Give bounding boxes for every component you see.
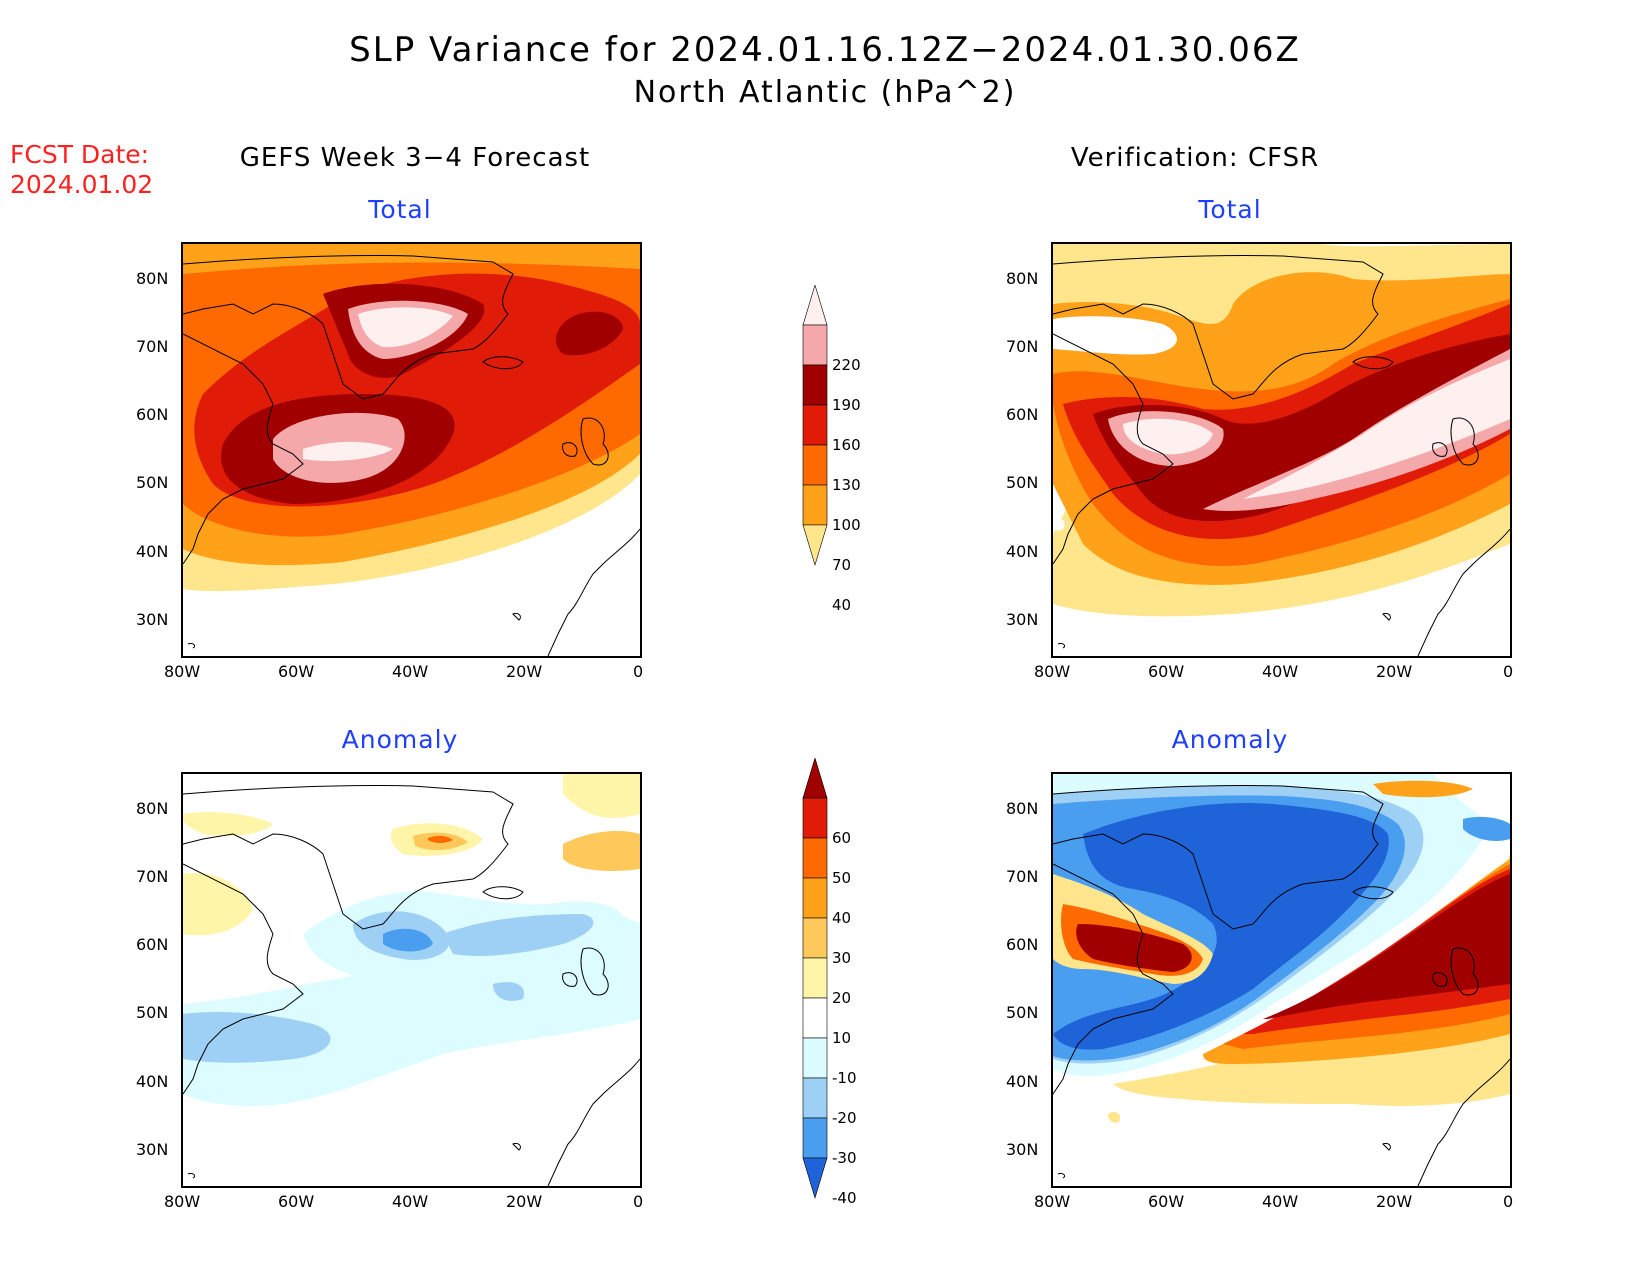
lon-tick-label: 0	[1503, 1192, 1514, 1211]
lat-tick-label: 80N	[136, 799, 169, 818]
map-gefs-total	[181, 242, 642, 658]
lat-tick-label: 40N	[136, 542, 169, 561]
left-column-title: GEFS Week 3−4 Forecast	[239, 143, 591, 173]
colorbar-total	[802, 285, 828, 567]
lat-tick-label: 70N	[136, 337, 169, 356]
colorbar-tick-label: -30	[832, 1149, 857, 1167]
lon-tick-label: 80W	[1034, 1192, 1071, 1211]
map-gefs-anomaly	[181, 772, 642, 1188]
lat-tick-label: 60N	[1006, 405, 1039, 424]
colorbar-tick-label: 10	[832, 1029, 852, 1047]
colorbar-segment	[802, 1037, 828, 1079]
lat-tick-label: 50N	[1006, 1003, 1039, 1022]
lat-tick-label: 50N	[136, 1003, 169, 1022]
lat-tick-label: 30N	[136, 610, 169, 629]
total-right-title: Total	[1198, 195, 1262, 224]
colorbar-segment	[802, 837, 828, 879]
lat-tick-label: 60N	[136, 935, 169, 954]
colorbar-tick-label: 70	[832, 556, 852, 574]
colorbar-tick-label: 160	[832, 436, 861, 454]
colorbar-bottom-triangle	[802, 524, 828, 567]
colorbar-segment	[802, 364, 828, 406]
lon-tick-label: 0	[633, 1192, 644, 1211]
lat-tick-label: 80N	[1006, 269, 1039, 288]
colorbar-tick-label: 220	[832, 356, 861, 374]
colorbar-tick-label: 50	[832, 869, 852, 887]
lon-tick-label: 40W	[1262, 662, 1299, 681]
lon-tick-label: 20W	[506, 1192, 543, 1211]
colorbar-segment	[802, 1117, 828, 1159]
lon-tick-label: 60W	[278, 662, 315, 681]
lon-tick-label: 40W	[392, 1192, 429, 1211]
colorbar-anomaly	[802, 758, 828, 1200]
colorbar-segment	[802, 877, 828, 919]
colorbar-segment	[802, 997, 828, 1039]
colorbar-tick-label: 20	[832, 989, 852, 1007]
fcst-date-label: FCST Date:	[10, 140, 150, 169]
lon-tick-label: 40W	[392, 662, 429, 681]
colorbar-tick-label: -40	[832, 1189, 857, 1207]
colorbar-tick-label: 40	[832, 909, 852, 927]
lat-tick-label: 30N	[1006, 610, 1039, 629]
colorbar-segment	[802, 1077, 828, 1119]
lat-tick-label: 70N	[1006, 337, 1039, 356]
lon-tick-label: 40W	[1262, 1192, 1299, 1211]
total-left-title: Total	[368, 195, 432, 224]
colorbar-top-triangle	[802, 285, 828, 326]
colorbar-tick-label: 30	[832, 949, 852, 967]
lat-tick-label: 60N	[1006, 935, 1039, 954]
colorbar-tick-label: 60	[832, 829, 852, 847]
colorbar-tick-label: 40	[832, 596, 852, 614]
lon-tick-label: 60W	[1148, 662, 1185, 681]
lat-tick-label: 30N	[1006, 1140, 1039, 1159]
colorbar-segment	[802, 444, 828, 486]
lat-tick-label: 80N	[1006, 799, 1039, 818]
fcst-date-block: FCST Date: 2024.01.02	[10, 140, 153, 200]
colorbar-top-triangle	[802, 758, 828, 799]
right-column-title: Verification: CFSR	[1070, 143, 1320, 173]
lon-tick-label: 80W	[1034, 662, 1071, 681]
colorbar-segment	[802, 917, 828, 959]
colorbar-segment	[802, 324, 828, 366]
colorbar-tick-label: -10	[832, 1069, 857, 1087]
lat-tick-label: 40N	[136, 1072, 169, 1091]
colorbar-tick-label: 130	[832, 476, 861, 494]
colorbar-tick-label: 100	[832, 516, 861, 534]
colorbar-segment	[802, 404, 828, 446]
lon-tick-label: 20W	[1376, 1192, 1413, 1211]
lon-tick-label: 60W	[1148, 1192, 1185, 1211]
lat-tick-label: 70N	[1006, 867, 1039, 886]
lat-tick-label: 30N	[136, 1140, 169, 1159]
lon-tick-label: 80W	[164, 1192, 201, 1211]
fcst-date-value: 2024.01.02	[10, 170, 154, 199]
anomaly-right-title: Anomaly	[1171, 725, 1289, 754]
colorbar-tick-label: 190	[832, 396, 861, 414]
lon-tick-label: 80W	[164, 662, 201, 681]
colorbar-tick-label: -20	[832, 1109, 857, 1127]
colorbar-segment	[802, 957, 828, 999]
lat-tick-label: 50N	[1006, 473, 1039, 492]
lat-tick-label: 60N	[136, 405, 169, 424]
figure-subtitle: North Atlantic (hPa^2)	[633, 75, 1017, 110]
lat-tick-label: 40N	[1006, 1072, 1039, 1091]
colorbar-segment	[802, 797, 828, 839]
lat-tick-label: 50N	[136, 473, 169, 492]
lat-tick-label: 80N	[136, 269, 169, 288]
lat-tick-label: 70N	[136, 867, 169, 886]
anomaly-left-title: Anomaly	[341, 725, 459, 754]
lon-tick-label: 20W	[1376, 662, 1413, 681]
lon-tick-label: 20W	[506, 662, 543, 681]
colorbar-segment	[802, 484, 828, 526]
colorbar-bottom-triangle	[802, 1157, 828, 1200]
map-cfsr-anomaly	[1051, 772, 1512, 1188]
lon-tick-label: 60W	[278, 1192, 315, 1211]
map-cfsr-total	[1051, 242, 1512, 658]
figure-title: SLP Variance for 2024.01.16.12Z−2024.01.…	[349, 30, 1301, 70]
lon-tick-label: 0	[1503, 662, 1514, 681]
lat-tick-label: 40N	[1006, 542, 1039, 561]
lon-tick-label: 0	[633, 662, 644, 681]
